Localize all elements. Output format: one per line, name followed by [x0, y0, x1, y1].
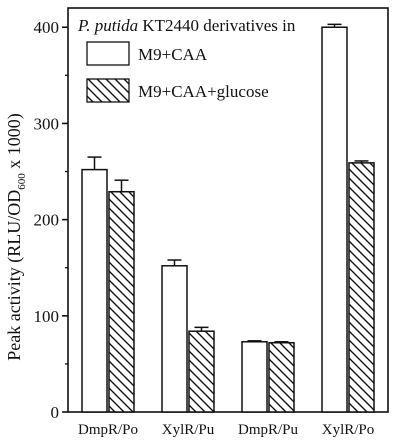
legend-swatch-hatched [86, 78, 130, 103]
x-tick-label: XylR/Pu [162, 422, 215, 438]
bar-m9-caa [321, 26, 348, 413]
legend: P. putida KT2440 derivatives in M9+CAA M… [77, 16, 296, 103]
plot-frame [67, 7, 389, 413]
plot-area: 0 100 200 300 400 DmpR/Po XylR/Pu DmpR/Pu XylR/P… [34, 7, 389, 438]
bar-m9-caa-glucose [268, 341, 295, 413]
bar-m9-caa-glucose [188, 330, 215, 413]
bar-m9-caa-glucose [108, 190, 135, 413]
legend-swatch-open [86, 41, 130, 66]
bar-m9-caa [161, 265, 188, 413]
bar-m9-caa [241, 341, 268, 413]
bar-m9-caa-glucose [348, 162, 375, 413]
y-tick-label: 400 [34, 18, 60, 37]
legend-header: P. putida KT2440 derivatives in [77, 16, 296, 35]
y-tick-label: 0 [51, 403, 60, 422]
y-axis-label: Peak activity (RLU/OD600 x 1000) [4, 113, 28, 360]
y-tick-label: 300 [34, 114, 60, 133]
x-tick-label: DmpR/Po [78, 422, 138, 438]
legend-label-series-2: M9+CAA+glucose [138, 82, 269, 101]
x-tick-label: XylR/Po [322, 422, 375, 438]
y-tick-label: 200 [34, 211, 60, 230]
bar-m9-caa [81, 168, 108, 413]
legend-label-series-1: M9+CAA [138, 45, 208, 64]
y-tick-label: 100 [34, 307, 60, 326]
x-tick-label: DmpR/Pu [238, 422, 299, 438]
